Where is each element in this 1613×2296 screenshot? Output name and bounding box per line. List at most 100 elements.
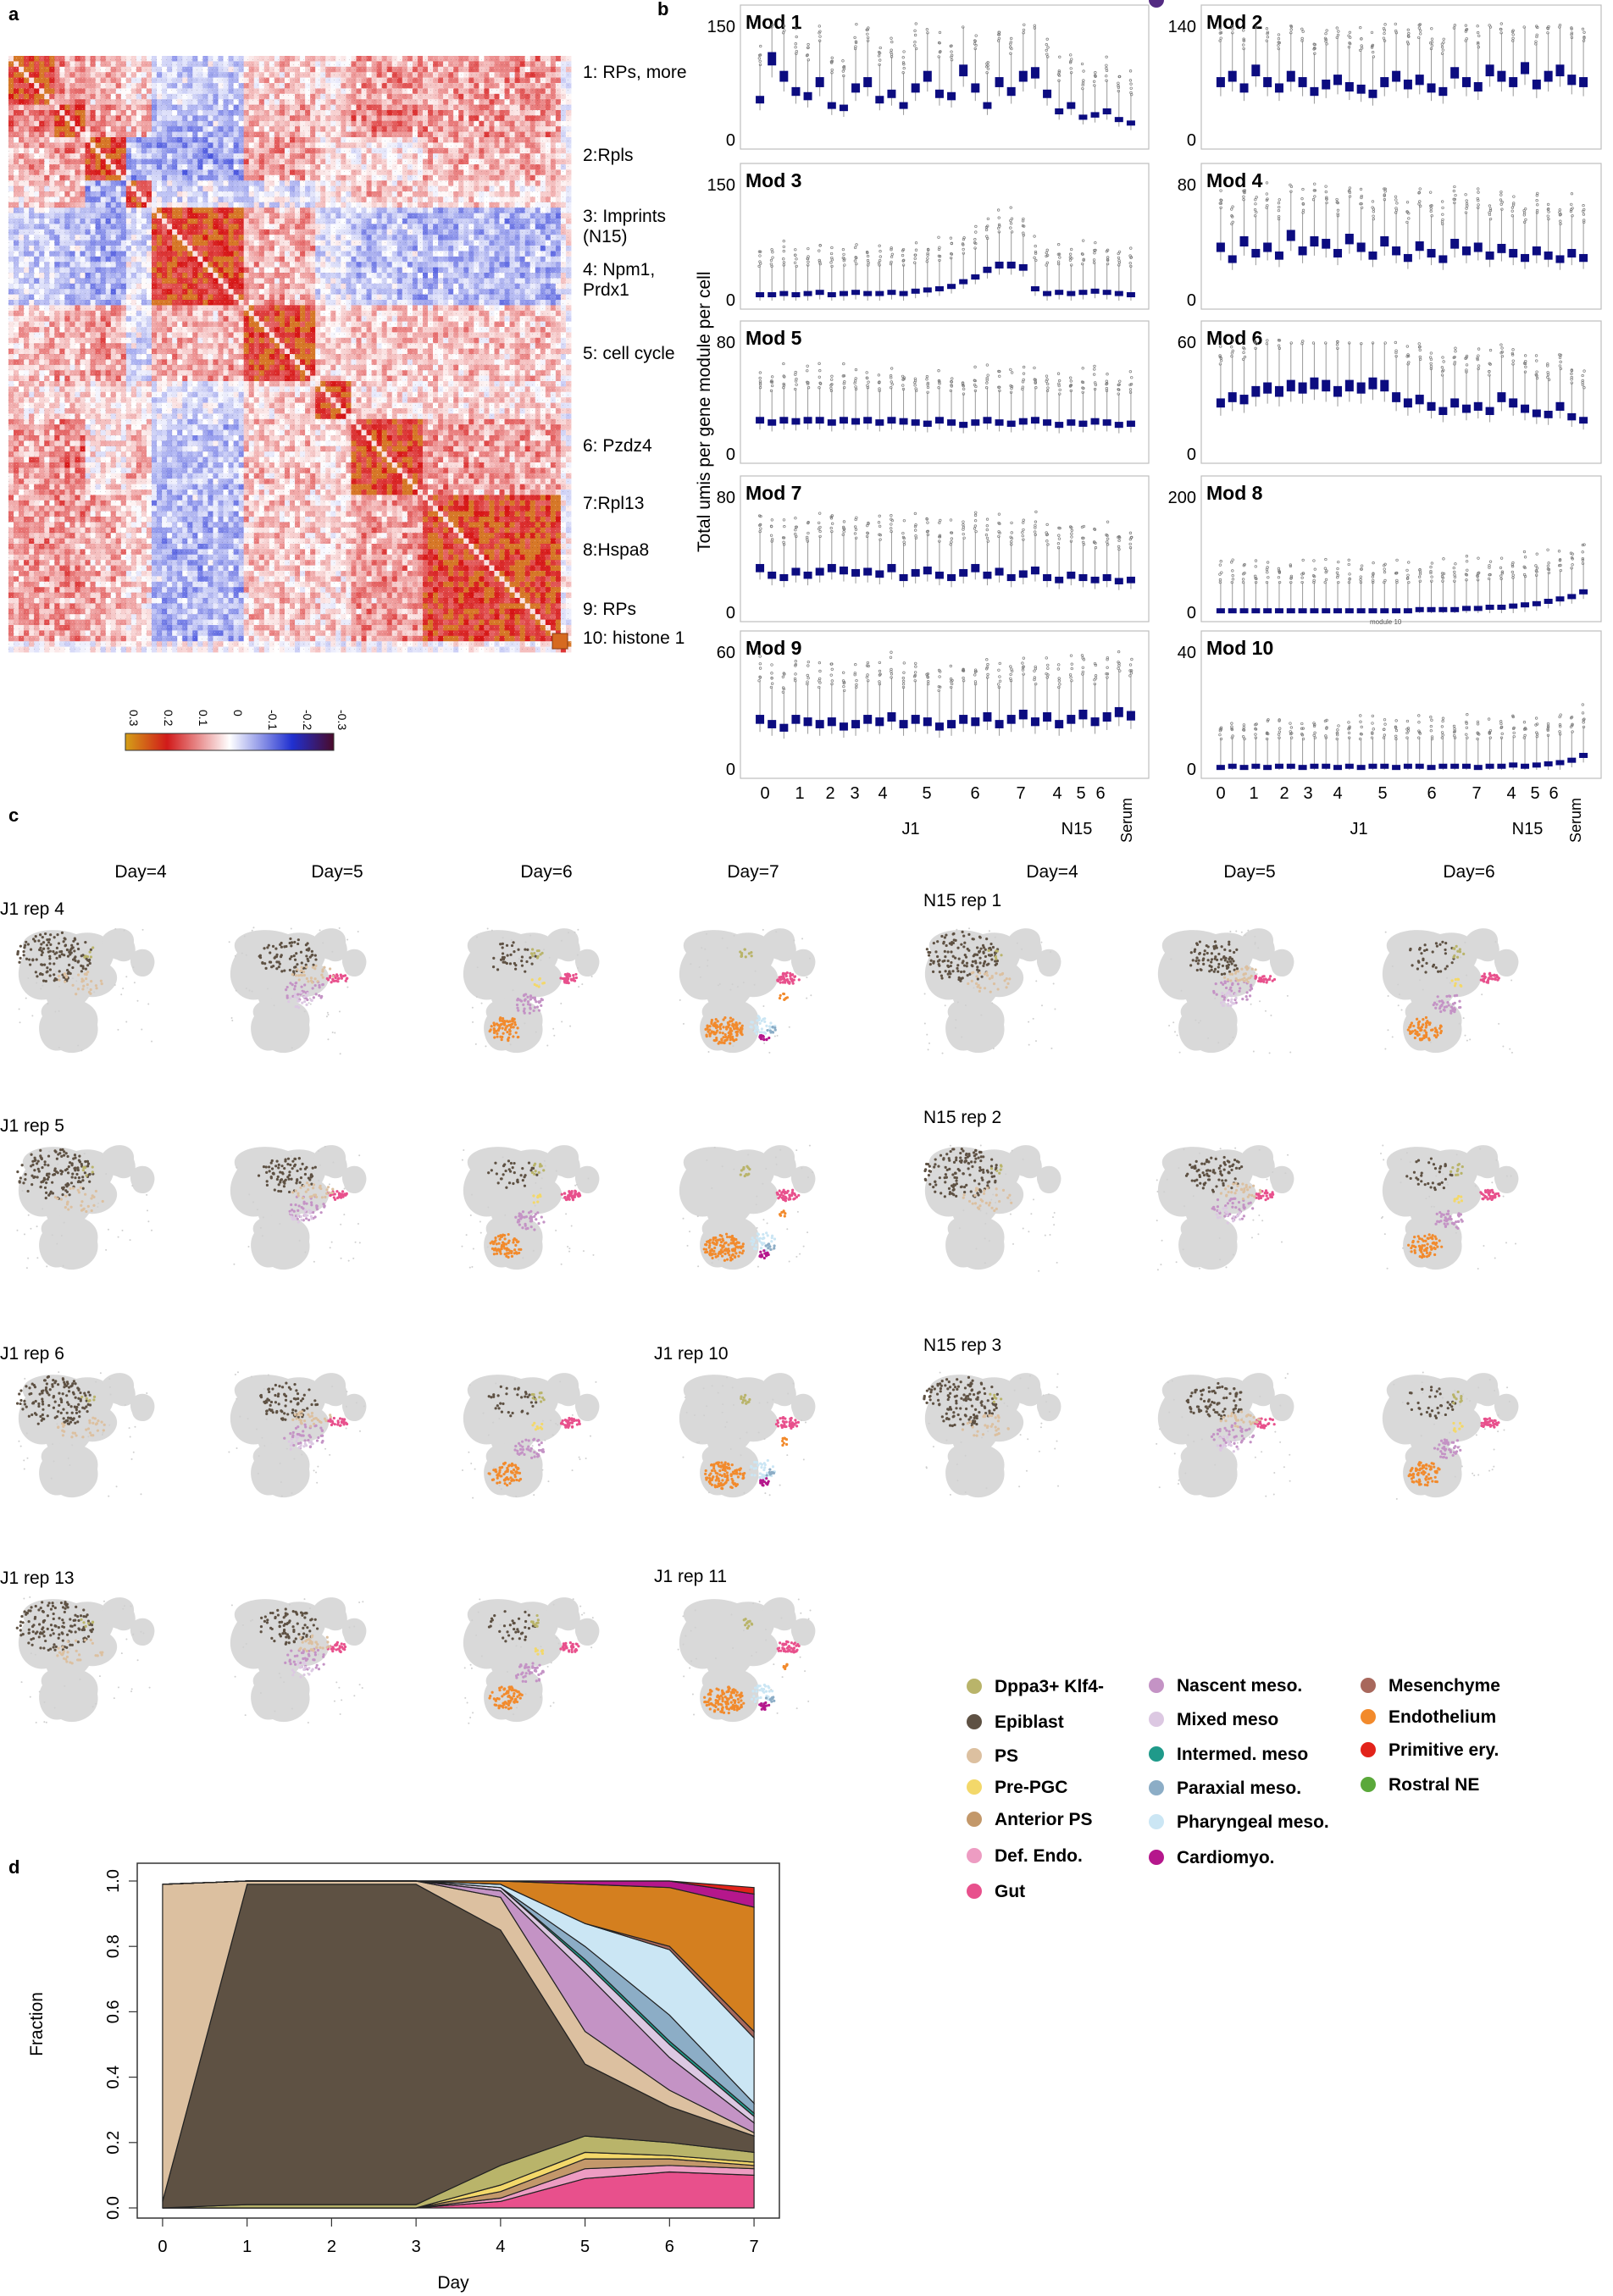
j1-rep-label: J1 rep 4 (0, 899, 64, 919)
box (1567, 412, 1577, 421)
box (1298, 765, 1307, 771)
legend-label: Cardiomyo. (1177, 1848, 1275, 1867)
box (983, 571, 992, 579)
x-tick: 5 (1377, 784, 1387, 803)
y-max: 40 (1178, 644, 1196, 662)
box (1427, 248, 1436, 258)
box (1567, 757, 1577, 763)
box (1368, 89, 1377, 98)
box (1344, 379, 1354, 392)
umap-j1-3-day-6 (461, 1373, 600, 1499)
umap-n15-2-day-6 (1380, 1144, 1519, 1270)
module-label-10: 10: histone 1 (583, 628, 685, 648)
panel-b-letter: b (657, 0, 668, 19)
box (911, 568, 920, 577)
box (934, 722, 944, 731)
box (923, 566, 932, 575)
box (1043, 419, 1052, 426)
module-label-3: 3: Imprints (583, 207, 666, 226)
box (1392, 765, 1401, 771)
boxplot-6: Mod 6 60 0 (1178, 320, 1602, 464)
box (923, 717, 932, 727)
box (1228, 608, 1237, 614)
box (803, 290, 812, 296)
box (1509, 77, 1518, 87)
box (1415, 763, 1424, 769)
box (1485, 407, 1494, 416)
y-max: 150 (707, 18, 735, 36)
x-tick: 7 (1472, 784, 1481, 803)
box (768, 571, 777, 579)
j1-day-header: Day=6 (520, 862, 572, 882)
legend-swatch (967, 1679, 982, 1694)
module-labels: 1: RPs, more 2:Rpls 3: Imprints(N15) 4: Npm… (552, 63, 687, 650)
j1-day-header: Day=7 (727, 862, 779, 882)
module-label-4-cont: Prdx1 (583, 280, 629, 300)
box (887, 417, 896, 424)
legend-label: Primitive ery. (1389, 1740, 1499, 1760)
box (815, 77, 824, 87)
box (995, 419, 1004, 426)
box (803, 717, 812, 727)
box (1392, 246, 1401, 256)
box (1067, 102, 1076, 109)
box (1544, 761, 1553, 766)
box (1114, 290, 1123, 296)
box (1263, 382, 1272, 394)
umap-j1-day7-3 (679, 1373, 816, 1498)
y-min: 0 (1187, 761, 1196, 779)
box (815, 720, 824, 728)
box (1090, 717, 1100, 727)
box (791, 715, 801, 724)
module-title: Mod 6 (1206, 327, 1262, 349)
box (1392, 608, 1401, 614)
box (1380, 763, 1389, 769)
box (995, 77, 1004, 87)
box (1380, 608, 1389, 614)
box (1473, 401, 1483, 411)
box (1228, 70, 1237, 82)
y-tick-label: 0.6 (104, 2000, 123, 2023)
box (1102, 573, 1111, 582)
x-tick: 1 (1249, 784, 1258, 803)
box (1055, 108, 1064, 115)
box (1473, 242, 1483, 252)
legend-swatch (1149, 1850, 1164, 1865)
box (959, 715, 968, 724)
box (1473, 765, 1483, 771)
y-min: 0 (726, 131, 735, 150)
box (1239, 235, 1249, 247)
box (863, 77, 873, 87)
box (1485, 605, 1494, 610)
box (851, 720, 861, 728)
box (1356, 765, 1366, 771)
module-label-1: 1: RPs, more (583, 63, 687, 82)
box (1263, 608, 1272, 614)
y-tick-label: 0.4 (104, 2066, 123, 2089)
n15-rep-label: N15 rep 1 (923, 891, 1001, 910)
umap-j1-4-day-4 (15, 1596, 155, 1723)
colorbar-tick: 0 (231, 710, 245, 716)
box (1403, 398, 1412, 408)
box (1392, 70, 1401, 82)
box (1544, 599, 1553, 604)
legend-label: Mesenchyme (1389, 1676, 1500, 1696)
boxplot-3: Mod 3 150 0 (707, 163, 1150, 310)
umap-j1-1-day-6 (463, 927, 600, 1054)
box (1239, 83, 1249, 93)
x-tick: 0 (760, 784, 769, 803)
x-tick: 5 (922, 784, 931, 803)
box (768, 52, 777, 66)
box (1544, 410, 1553, 418)
y-tick-label: 0.2 (104, 2131, 123, 2155)
box (1485, 64, 1494, 77)
box (863, 567, 873, 576)
box (934, 417, 944, 424)
x-tick: 4 (1052, 784, 1061, 803)
box (827, 717, 836, 727)
box (947, 284, 956, 290)
box (779, 70, 789, 82)
